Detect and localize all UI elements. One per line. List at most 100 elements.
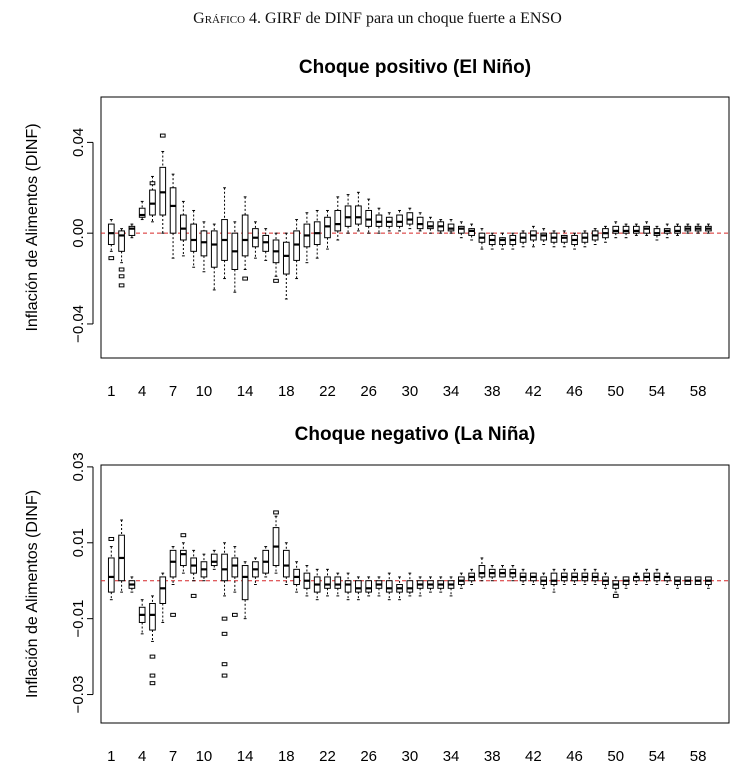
y-tick-label: 0.04	[70, 128, 87, 157]
x-tick-label: 10	[196, 383, 213, 400]
y-tick-label: 0.01	[70, 528, 87, 557]
y-tick-label: 0.00	[70, 219, 87, 248]
box-iqr	[241, 214, 249, 257]
y-tick-label: −0.04	[70, 305, 87, 343]
box-iqr	[653, 228, 661, 236]
box-iqr	[149, 189, 156, 216]
x-tick-label: 14	[237, 383, 254, 400]
box-iqr	[221, 553, 228, 582]
y-tick-label: 0.03	[70, 452, 87, 481]
box-iqr	[324, 576, 331, 589]
box-iqr	[107, 223, 115, 246]
x-tick-label: 22	[319, 748, 336, 765]
box-outlier	[242, 276, 248, 281]
x-tick-label: 46	[566, 383, 583, 400]
box-outlier	[232, 612, 238, 617]
box-outlier	[190, 593, 197, 598]
x-tick-label: 34	[443, 383, 460, 400]
box-iqr	[334, 576, 342, 589]
box-outlier	[159, 133, 166, 138]
box-iqr	[282, 241, 290, 275]
box-iqr	[107, 557, 115, 593]
box-iqr	[406, 580, 414, 593]
box-iqr	[159, 166, 167, 216]
box-iqr	[540, 232, 548, 241]
box-iqr	[241, 565, 249, 601]
box-iqr	[210, 230, 218, 268]
box-iqr	[643, 225, 650, 234]
box-iqr	[200, 230, 208, 257]
box-iqr	[180, 549, 187, 567]
box-iqr	[138, 207, 146, 218]
x-tick-label: 46	[566, 748, 583, 765]
x-tick-label: 26	[360, 383, 377, 400]
box-iqr	[633, 225, 640, 234]
box-iqr	[560, 234, 568, 243]
box-outlier	[170, 612, 176, 617]
box-iqr	[159, 576, 167, 604]
box-iqr	[128, 225, 136, 236]
x-tick-label: 50	[607, 383, 624, 400]
box-iqr	[457, 225, 465, 234]
box-iqr	[210, 553, 218, 567]
box-outlier	[273, 278, 279, 283]
panel-title: Choque positivo (El Niño)	[299, 57, 531, 78]
box-iqr	[365, 209, 373, 227]
box-outlier	[221, 673, 228, 678]
box-iqr	[365, 580, 373, 593]
box-iqr	[385, 580, 393, 593]
box-iqr	[190, 223, 197, 252]
box-iqr	[612, 225, 620, 234]
box-iqr	[550, 572, 558, 586]
x-tick-label: 30	[402, 383, 419, 400]
box-outlier	[118, 283, 125, 288]
box-iqr	[427, 221, 434, 230]
box-outlier	[221, 616, 228, 621]
x-tick-label: 1	[107, 748, 115, 765]
x-tick-label: 54	[649, 748, 666, 765]
x-tick-label: 1	[107, 383, 115, 400]
box-iqr	[622, 225, 630, 234]
box-outlier	[273, 510, 279, 515]
x-tick-label: 18	[278, 748, 295, 765]
box-iqr	[355, 580, 362, 593]
box-iqr	[324, 216, 331, 239]
x-tick-label: 38	[484, 383, 501, 400]
box-iqr	[180, 214, 187, 241]
box-iqr	[169, 187, 177, 234]
x-tick-label: 14	[237, 748, 254, 765]
y-tick-label: −0.03	[70, 676, 87, 714]
panel-title: Choque negativo (La Niña)	[295, 424, 536, 445]
x-tick-label: 7	[169, 748, 177, 765]
plot-frame	[100, 96, 730, 359]
box-iqr	[355, 205, 362, 225]
box-iqr	[334, 209, 342, 232]
x-tick-label: 30	[402, 748, 419, 765]
x-tick-label: 54	[649, 383, 666, 400]
box-outlier	[612, 593, 619, 598]
box-iqr	[375, 214, 383, 227]
x-tick-label: 4	[138, 383, 146, 400]
figure-caption: Gráfico 4. GIRF de DINF para un choque f…	[0, 10, 755, 28]
box-iqr	[468, 228, 475, 236]
box-iqr	[169, 549, 177, 578]
box-iqr	[344, 205, 352, 227]
x-tick-label: 58	[690, 748, 707, 765]
x-tick-label: 4	[138, 748, 146, 765]
box-iqr	[499, 237, 506, 246]
box-iqr	[149, 602, 156, 631]
box-outlier	[108, 536, 115, 541]
box-iqr	[344, 580, 352, 593]
x-tick-label: 34	[443, 748, 460, 765]
box-outlier	[149, 181, 156, 186]
box-iqr	[282, 549, 290, 578]
box-outlier	[221, 662, 228, 667]
box-outlier	[108, 256, 115, 261]
box-iqr	[416, 216, 424, 230]
box-iqr	[674, 225, 681, 234]
y-tick-label: −0.01	[70, 600, 87, 638]
box-outlier	[149, 681, 156, 686]
x-tick-label: 38	[484, 748, 501, 765]
box-iqr	[447, 223, 455, 232]
